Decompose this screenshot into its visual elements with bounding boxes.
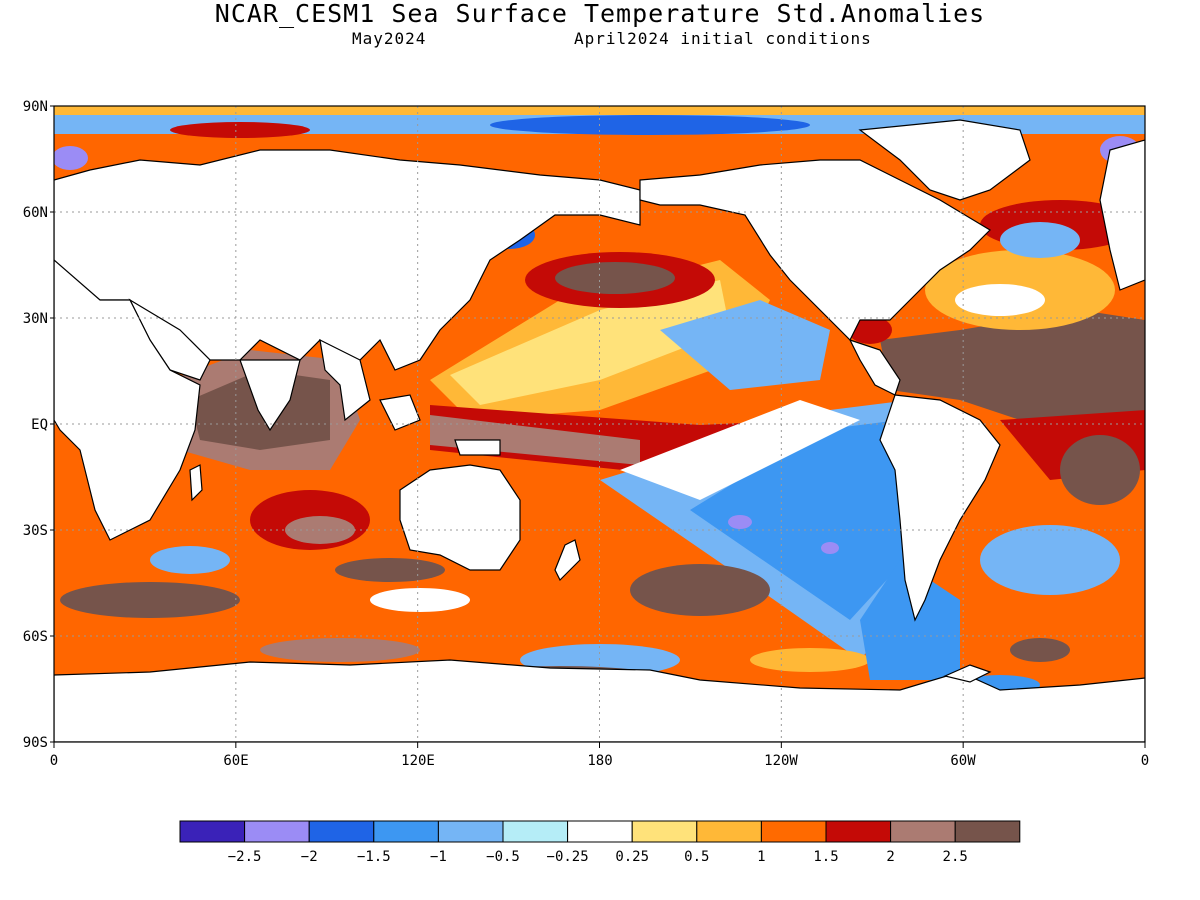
initial-conditions: April2024 initial conditions (574, 29, 872, 48)
legend-label: −2 (301, 849, 318, 865)
legend-swatches (179, 820, 1021, 843)
legend-swatch (696, 820, 762, 843)
legend-swatch (954, 820, 1021, 843)
legend-swatch (825, 820, 892, 843)
legend-label: −1 (430, 849, 447, 865)
chart-title: NCAR_CESM1 Sea Surface Temperature Std.A… (214, 0, 986, 28)
lat-tick-label: 60S (23, 629, 48, 645)
lon-tick-label: 0 (1141, 753, 1149, 769)
map-plot-area (54, 106, 1145, 742)
color-legend: −2.5 −2 −1.5 −1 −0.5 −0.25 0.25 0.5 1 1.… (179, 820, 1021, 865)
legend-swatch (631, 820, 698, 843)
legend-swatch (502, 820, 569, 843)
longitude-axis: 0 60E 120E 180 120W 60W 0 (50, 753, 1149, 769)
legend-swatch (308, 820, 375, 843)
map-tick-marks (50, 105, 1146, 748)
lat-tick-label: 30S (23, 523, 48, 539)
legend-swatch (890, 820, 956, 843)
legend-swatch (244, 820, 310, 843)
lon-tick-label: 0 (50, 753, 58, 769)
latitude-axis: 90N 60N 30N EQ 30S 60S 90S (23, 99, 48, 751)
lon-tick-label: 180 (587, 753, 612, 769)
legend-label: 2.5 (943, 849, 968, 865)
lat-tick-label: 90N (23, 99, 48, 115)
legend-label: 0.25 (615, 849, 649, 865)
forecast-month: May2024 (352, 29, 427, 48)
land-masses (54, 119, 1145, 742)
lon-tick-label: 120E (401, 753, 435, 769)
lon-tick-label: 60W (950, 753, 976, 769)
lat-tick-label: 60N (23, 205, 48, 221)
legend-label: 0.5 (684, 849, 709, 865)
legend-swatch (373, 820, 439, 843)
legend-swatch (437, 820, 504, 843)
lat-tick-label: 90S (23, 735, 48, 751)
legend-labels: −2.5 −2 −1.5 −1 −0.5 −0.25 0.25 0.5 1 1.… (228, 849, 968, 865)
lon-tick-label: 60E (223, 753, 248, 769)
lat-tick-label: EQ (31, 417, 48, 433)
legend-swatch (760, 820, 827, 843)
legend-swatch (179, 820, 246, 843)
legend-swatch (567, 820, 633, 843)
legend-label: −0.5 (486, 849, 520, 865)
lat-tick-label: 30N (23, 311, 48, 327)
map-gridlines (54, 106, 1145, 742)
legend-label: 1.5 (813, 849, 838, 865)
legend-label: −2.5 (228, 849, 262, 865)
lon-tick-label: 120W (764, 753, 798, 769)
legend-label: 2 (886, 849, 894, 865)
legend-label: −0.25 (547, 849, 589, 865)
legend-label: 1 (757, 849, 765, 865)
legend-label: −1.5 (357, 849, 391, 865)
